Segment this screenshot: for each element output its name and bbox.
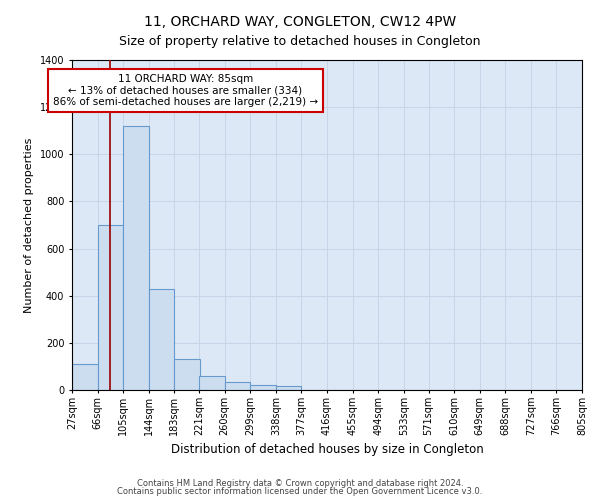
Bar — [225, 382, 250, 390]
Text: Size of property relative to detached houses in Congleton: Size of property relative to detached ho… — [119, 35, 481, 48]
Text: 11 ORCHARD WAY: 85sqm
← 13% of detached houses are smaller (334)
86% of semi-det: 11 ORCHARD WAY: 85sqm ← 13% of detached … — [53, 74, 318, 107]
Bar — [123, 126, 149, 390]
Bar — [199, 376, 225, 390]
Text: Contains public sector information licensed under the Open Government Licence v3: Contains public sector information licen… — [118, 487, 482, 496]
Text: Contains HM Land Registry data © Crown copyright and database right 2024.: Contains HM Land Registry data © Crown c… — [137, 478, 463, 488]
X-axis label: Distribution of detached houses by size in Congleton: Distribution of detached houses by size … — [170, 444, 484, 456]
Bar — [276, 386, 301, 390]
Text: 11, ORCHARD WAY, CONGLETON, CW12 4PW: 11, ORCHARD WAY, CONGLETON, CW12 4PW — [144, 15, 456, 29]
Bar — [250, 386, 276, 390]
Bar — [174, 360, 200, 390]
Bar — [72, 364, 98, 390]
Bar — [98, 225, 123, 390]
Y-axis label: Number of detached properties: Number of detached properties — [24, 138, 34, 312]
Bar — [149, 288, 174, 390]
